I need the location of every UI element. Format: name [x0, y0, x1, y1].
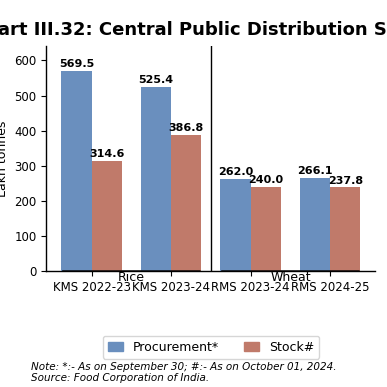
Text: 569.5: 569.5: [59, 60, 94, 69]
Bar: [171, 135, 201, 271]
Bar: [221, 179, 251, 271]
Bar: [251, 187, 281, 271]
Bar: [92, 161, 122, 271]
Legend: Procurement*, Stock#: Procurement*, Stock#: [103, 336, 319, 359]
Text: Wheat: Wheat: [270, 271, 311, 284]
Text: 237.8: 237.8: [328, 176, 363, 186]
Text: 266.1: 266.1: [297, 166, 333, 176]
Text: 314.6: 314.6: [89, 149, 124, 159]
Bar: [141, 87, 171, 271]
Text: 386.8: 386.8: [169, 123, 204, 134]
Text: Note: *:- As on September 30; #:- As on October 01, 2024.
Source: Food Corporati: Note: *:- As on September 30; #:- As on …: [31, 361, 336, 383]
Y-axis label: Lakh tonnes: Lakh tonnes: [0, 120, 9, 197]
Text: Rice: Rice: [118, 271, 145, 284]
Text: 240.0: 240.0: [248, 175, 283, 185]
Bar: [300, 178, 330, 271]
Title: Chart III.32: Central Public Distribution System: Chart III.32: Central Public Distributio…: [0, 21, 387, 39]
Text: 525.4: 525.4: [139, 75, 174, 85]
Bar: [330, 187, 360, 271]
Text: 262.0: 262.0: [218, 167, 253, 177]
Bar: [62, 71, 92, 271]
